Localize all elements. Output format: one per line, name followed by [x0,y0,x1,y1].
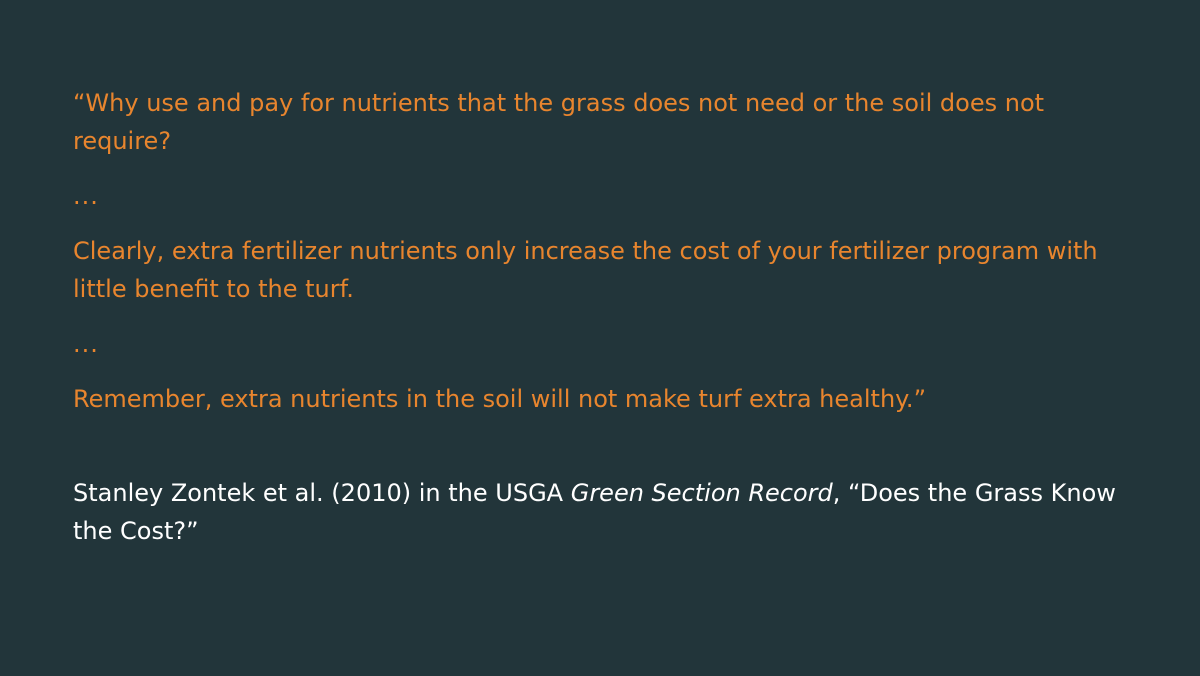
slide-content: “Why use and pay for nutrients that the … [73,84,1143,550]
quote-ellipsis-2: ... [73,330,99,358]
citation: Stanley Zontek et al. (2010) in the USGA… [73,474,1143,550]
citation-prefix: Stanley Zontek et al. (2010) in the USGA [73,479,571,507]
quote-ellipsis-1: ... [73,182,99,210]
citation-suffix: , “Does the Grass Know the Cost?” [73,479,1116,545]
citation-publication: Green Section Record [570,479,833,507]
quote-line-3: Remember, extra nutrients in the soil wi… [73,385,926,413]
quote-block: “Why use and pay for nutrients that the … [73,84,1143,418]
quote-line-1: “Why use and pay for nutrients that the … [73,89,1045,155]
quote-line-2: Clearly, extra fertilizer nutrients only… [73,237,1098,303]
